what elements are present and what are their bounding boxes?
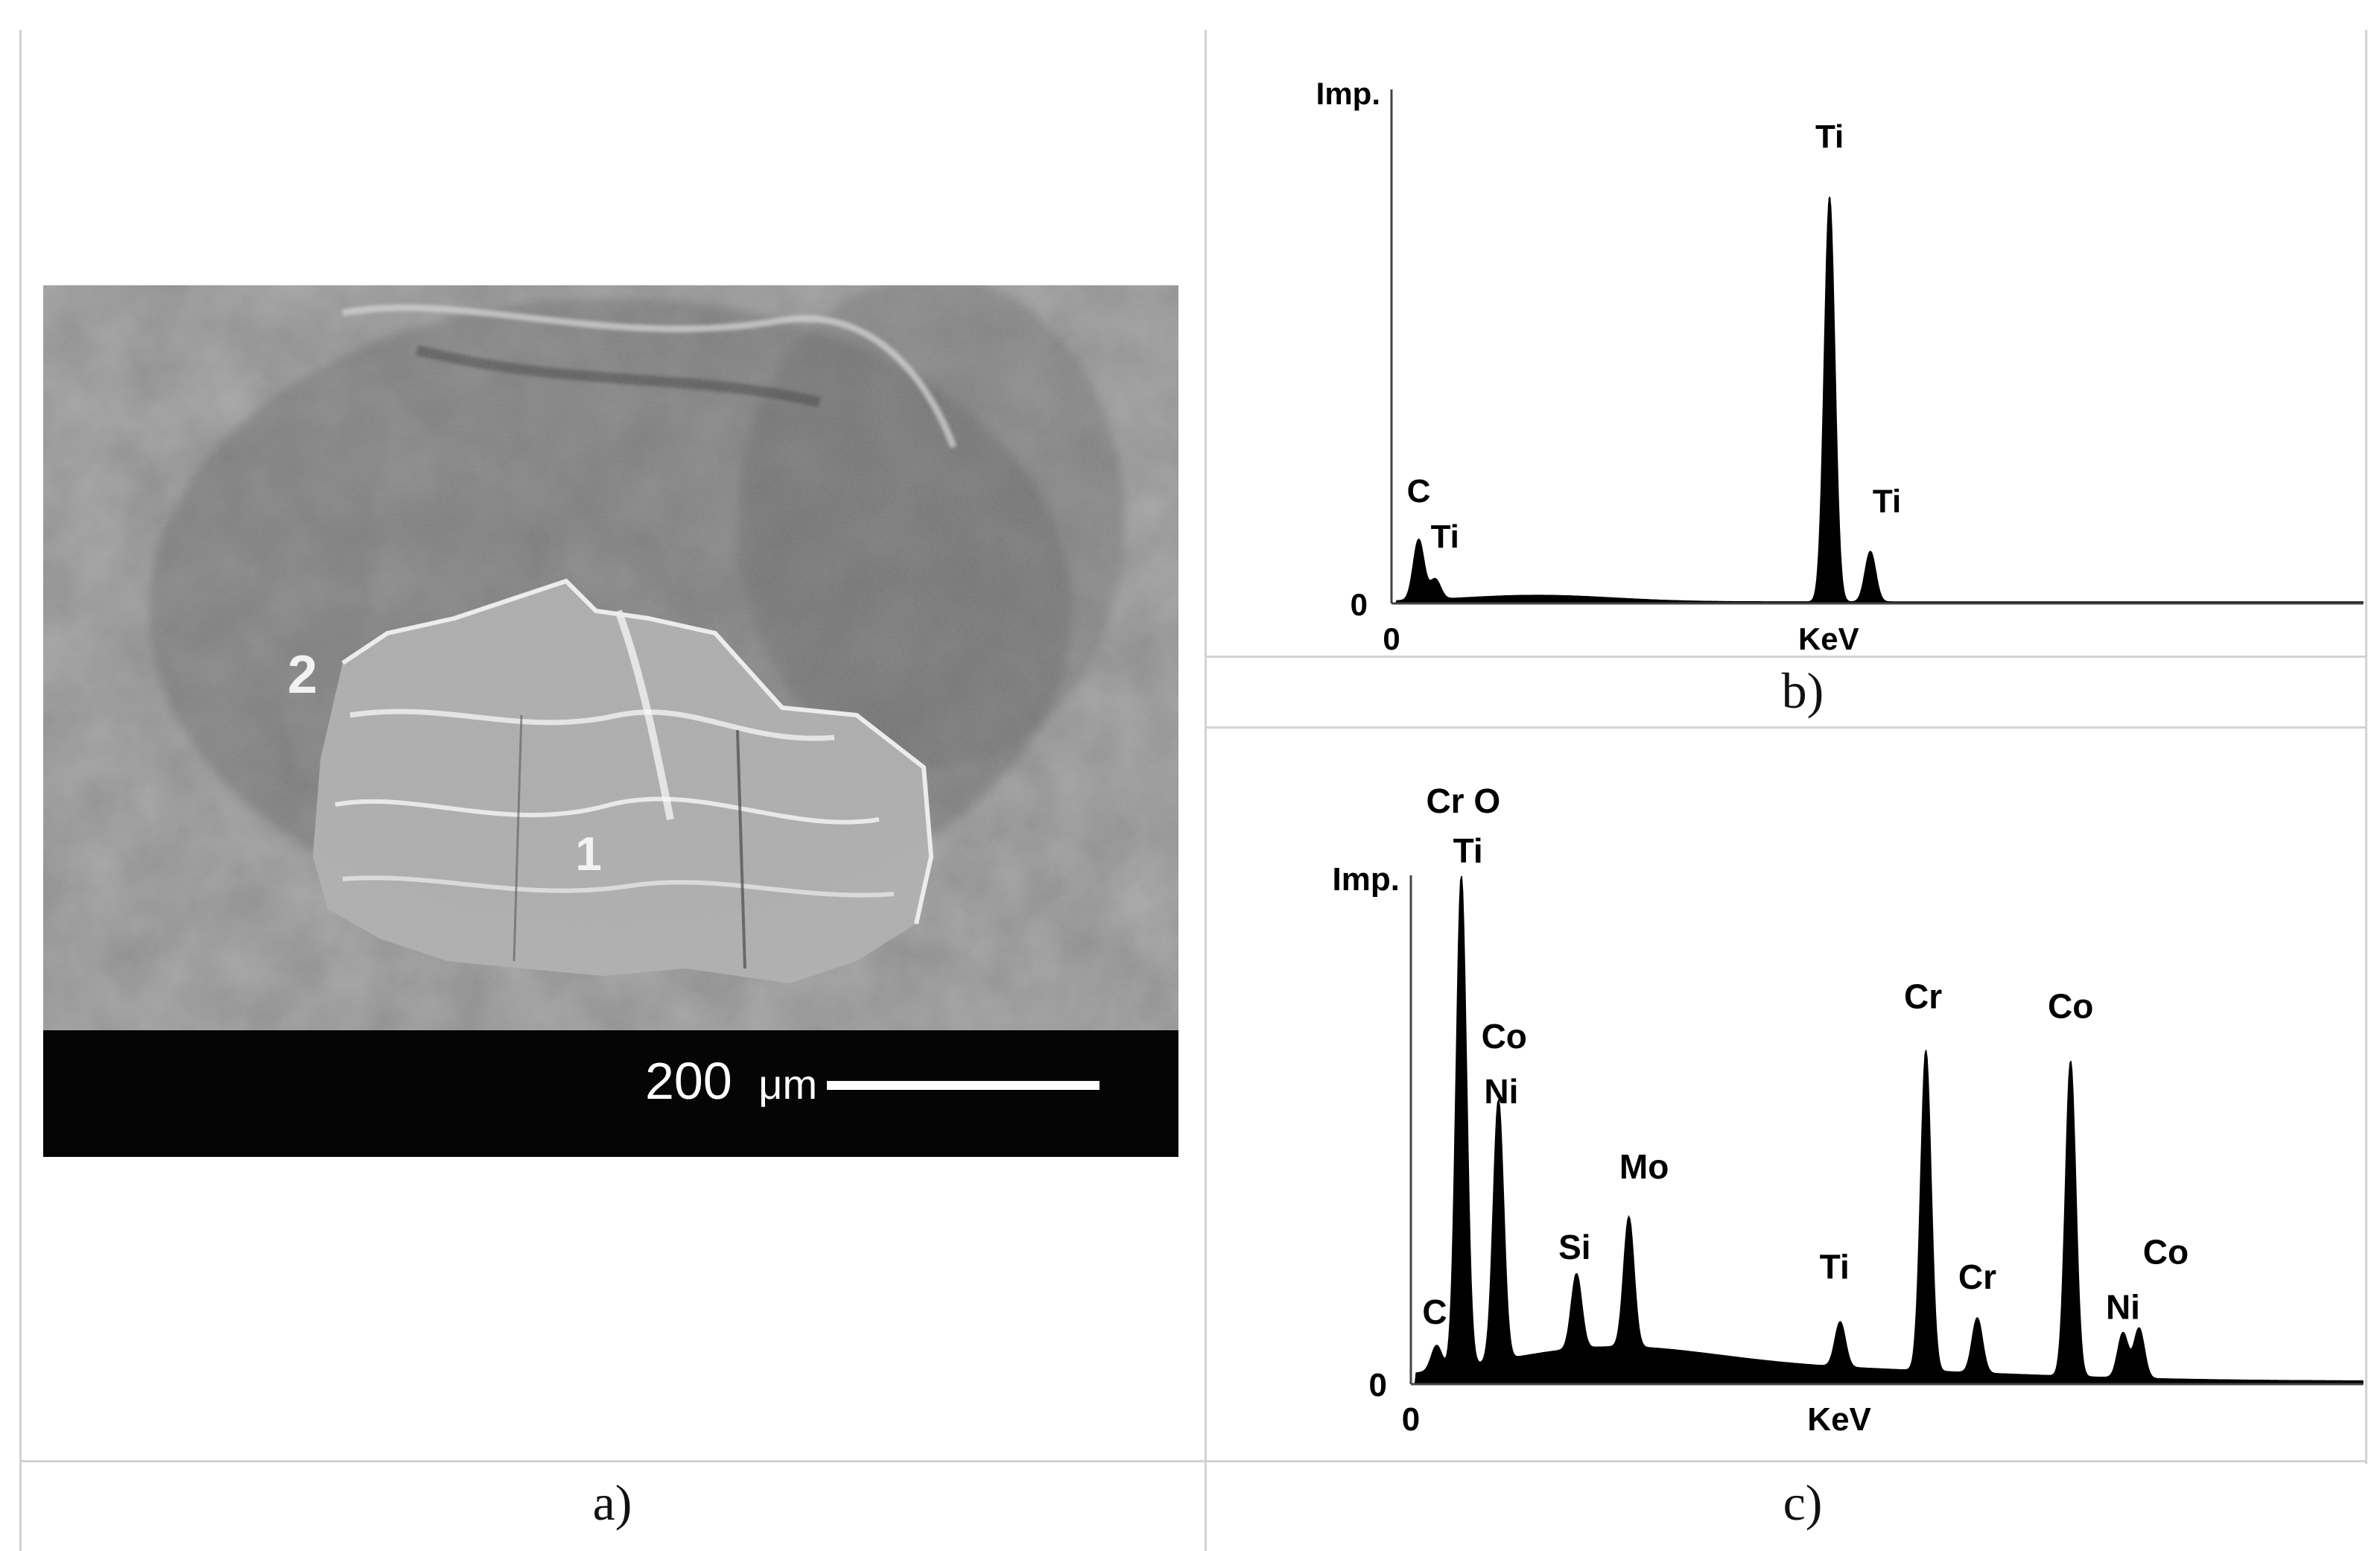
spectrum-c-peak-label-3: Ni xyxy=(1484,1072,1518,1111)
spectrum-c-peak-label-9: Cr xyxy=(1958,1257,1996,1296)
spectrum-c-peak-label-12: Ni xyxy=(2106,1288,2140,1327)
region-label-1: 1 xyxy=(575,827,602,881)
spectrum-b-xlabel: KeV xyxy=(1798,621,1859,656)
region-label-2: 2 xyxy=(288,645,317,705)
spectrum-c-y-origin: 0 xyxy=(1369,1367,1387,1403)
frame-center-divider xyxy=(1205,30,1207,1551)
spectrum-c-peak-label-11: Co xyxy=(2143,1232,2189,1271)
caption-c: c) xyxy=(1783,1474,1823,1531)
scale-bar-label: 200 μm xyxy=(645,1052,817,1110)
spectrum-c-x-origin: 0 xyxy=(1402,1401,1420,1438)
spectrum-c-peak-label-6: Mo xyxy=(1619,1147,1669,1186)
spectrum-b-peak-label-3: Ti xyxy=(1873,483,1901,520)
caption-b: b) xyxy=(1782,662,1824,719)
spectrum-c-area xyxy=(1411,875,2364,1385)
caption-a: a) xyxy=(593,1474,632,1531)
spectrum-c-xlabel: KeV xyxy=(1807,1401,1871,1438)
spectrum-b-ylabel: Imp. xyxy=(1316,76,1380,111)
panel-c-top-line xyxy=(1205,726,2367,729)
spectrum-b-peak-label-0: Ti xyxy=(1815,118,1844,155)
spectrum-c-peak-label-2: Co xyxy=(1482,1017,1527,1056)
spectrum-b-peak-label-2: Ti xyxy=(1431,518,1459,555)
panel-b-bottom-line xyxy=(1205,656,2367,658)
spectrum-c-peak-label-4: C xyxy=(1422,1292,1447,1331)
frame-left-border xyxy=(19,30,22,1551)
spectrum-c-peak-label-1: Ti xyxy=(1453,831,1483,870)
spectrum-b-peak-label-1: C xyxy=(1407,473,1431,510)
frame-right-border xyxy=(2365,30,2367,1464)
scale-bar-unit: μm xyxy=(758,1061,817,1108)
scale-bar-line xyxy=(827,1081,1099,1090)
spectrum-c-ylabel: Imp. xyxy=(1333,861,1400,898)
spectrum-b-area xyxy=(1391,196,2364,604)
scale-bar-panel xyxy=(43,1030,1178,1157)
spectrum-c-peak-label-10: Co xyxy=(2048,987,2093,1026)
scale-bar-value: 200 xyxy=(645,1052,732,1110)
spectrum-b-y-origin: 0 xyxy=(1351,587,1368,622)
frame-bottom-row-line xyxy=(19,1460,2367,1462)
sem-micrograph: 1 2 200 μm xyxy=(43,285,1178,1157)
spectrum-c-peak-label-5: Si xyxy=(1558,1228,1590,1266)
spectrum-c-peak-label-7: Ti xyxy=(1820,1248,1850,1287)
spectrum-c-peak-label-8: Cr xyxy=(1904,977,1942,1015)
spectrum-b-x-origin: 0 xyxy=(1383,621,1400,656)
spectrum-c-peak-label-0: Cr O xyxy=(1426,781,1500,820)
